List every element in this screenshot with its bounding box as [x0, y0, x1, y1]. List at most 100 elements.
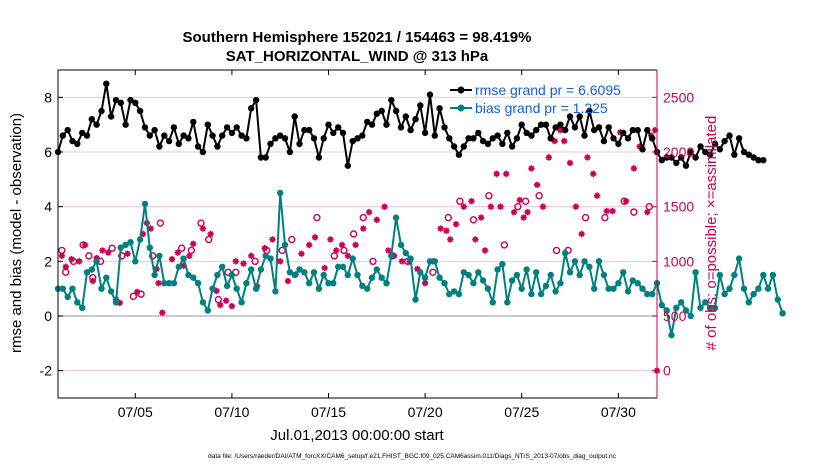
series-point-bias	[301, 269, 308, 276]
series-point-rmse	[310, 135, 318, 142]
series-point-rmse	[170, 124, 178, 131]
obs-assimilated-point	[487, 203, 495, 210]
obs-assimilated-point	[62, 263, 69, 270]
series-point-bias	[576, 271, 583, 279]
series-point-rmse	[634, 126, 641, 134]
obs-possible-point	[535, 192, 543, 200]
series-point-bias	[83, 269, 91, 276]
obs-possible-point	[85, 252, 93, 260]
obs-assimilated-point	[134, 288, 141, 296]
obs-assimilated-point	[578, 230, 585, 238]
series-point-bias	[460, 269, 467, 276]
obs-assimilated-point	[68, 255, 75, 263]
series-point-rmse	[537, 121, 545, 128]
series-point-rmse	[455, 151, 463, 158]
series-point-rmse	[354, 135, 361, 142]
obs-assimilated-point	[385, 247, 392, 254]
series-point-bias	[272, 288, 279, 295]
series-point-rmse	[595, 124, 603, 131]
y-left-tick-label: -2	[40, 363, 53, 379]
footer-datafile: data file: /Users/raeder/DAI/ATM_forcXX/…	[208, 453, 617, 460]
series-point-rmse	[88, 116, 96, 123]
series-point-bias	[223, 282, 231, 290]
obs-assimilated-point	[365, 208, 373, 216]
series-point-bias	[277, 189, 284, 197]
obs-assimilated-point	[305, 241, 313, 249]
obs-assimilated-point	[437, 225, 444, 232]
series-point-rmse	[591, 126, 598, 134]
obs-assimilated-point	[510, 208, 518, 216]
obs-assimilated-point	[240, 260, 247, 267]
series-point-bias	[552, 288, 559, 295]
obs-assimilated-point	[477, 214, 485, 221]
series-point-bias	[281, 241, 289, 249]
y-right-tick-label: 0	[663, 363, 671, 379]
series-point-rmse	[407, 126, 414, 134]
obs-assimilated-point	[414, 265, 421, 273]
series-point-bias	[740, 285, 748, 292]
series-point-bias	[610, 285, 617, 292]
series-point-rmse	[508, 143, 516, 150]
series-point-bias	[306, 280, 313, 287]
series-point-bias	[721, 290, 728, 298]
y-right-tick-label: 1000	[663, 253, 694, 269]
obs-assimilated-point	[551, 137, 558, 145]
series-point-rmse	[272, 135, 279, 142]
series-point-bias	[349, 255, 356, 262]
obs-assimilated-point	[321, 264, 328, 272]
series-point-bias	[586, 263, 593, 270]
series-point-rmse	[243, 135, 250, 142]
series-point-rmse	[267, 140, 274, 147]
x-tick-label: 07/20	[408, 404, 443, 420]
series-point-rmse	[315, 154, 323, 161]
series-point-rmse	[644, 126, 651, 134]
series-point-rmse	[682, 162, 690, 169]
series-point-rmse	[726, 132, 733, 139]
obs-assimilated-point	[468, 198, 475, 205]
obs-assimilated-point	[139, 230, 147, 238]
obs-assimilated-point	[472, 236, 479, 243]
series-point-rmse	[460, 143, 467, 150]
obs-assimilated-point	[503, 170, 510, 178]
series-point-bias	[634, 280, 641, 287]
series-point-rmse	[755, 157, 762, 164]
series-point-rmse	[252, 96, 260, 104]
series-point-rmse	[629, 126, 636, 134]
series-point-rmse	[431, 132, 438, 139]
series-point-rmse	[320, 135, 327, 142]
series-point-bias	[199, 299, 207, 306]
series-point-rmse	[98, 107, 105, 115]
y-left-tick-label: 4	[44, 199, 52, 215]
series-point-rmse	[199, 148, 207, 156]
obs-assimilated-point	[381, 203, 388, 210]
series-point-bias	[194, 280, 202, 287]
obs-possible-point	[251, 257, 259, 266]
series-point-bias	[228, 271, 236, 279]
series-point-rmse	[465, 135, 472, 142]
series-point-bias	[146, 244, 153, 251]
series-point-rmse	[586, 107, 593, 115]
x-axis-label: Jul.01,2013 00:00:00 start	[270, 427, 444, 444]
obs-assimilated-point	[557, 126, 564, 134]
obs-possible-point	[429, 268, 437, 276]
obs-possible-point	[108, 244, 116, 252]
obs-assimilated-point	[590, 170, 597, 178]
obs-assimilated-point	[58, 252, 66, 260]
x-tick-label: 07/15	[311, 404, 346, 420]
series-point-bias	[204, 307, 211, 314]
series-point-rmse	[127, 96, 134, 104]
obs-assimilated-point	[545, 154, 552, 161]
series-point-bias	[760, 271, 767, 279]
series-point-bias	[769, 271, 777, 279]
series-point-bias	[214, 271, 221, 279]
series-point-bias	[267, 255, 274, 262]
obs-possible-point	[313, 213, 321, 222]
series-point-bias	[644, 290, 651, 298]
obs-assimilated-point	[603, 207, 610, 215]
series-point-bias	[74, 299, 81, 306]
obs-possible-point	[359, 213, 367, 222]
series-point-rmse	[446, 135, 453, 142]
obs-assimilated-point	[124, 250, 131, 257]
obs-assimilated-point	[232, 258, 239, 265]
series-point-bias	[479, 277, 487, 284]
